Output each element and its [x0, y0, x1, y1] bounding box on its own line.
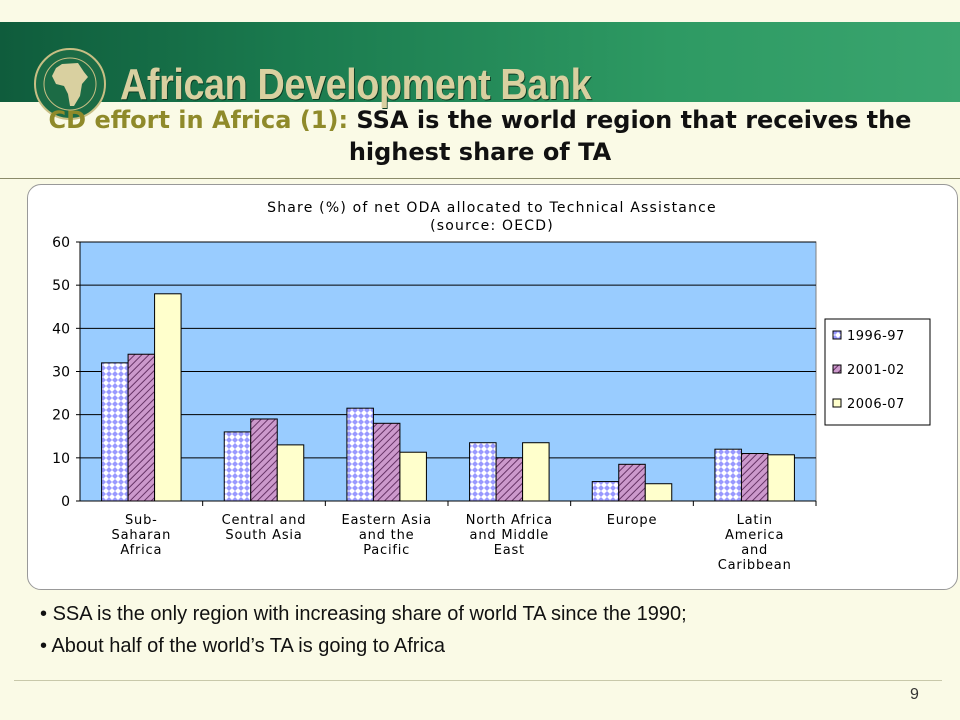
- x-tick-label: Africa: [120, 543, 162, 558]
- x-tick-label: South Asia: [225, 528, 302, 543]
- x-tick-label: Central and: [222, 513, 307, 528]
- title-prefix: CD effort in Africa (1):: [48, 106, 357, 134]
- y-tick-label: 10: [52, 451, 70, 467]
- slide-title: CD effort in Africa (1): SSA is the worl…: [30, 104, 930, 168]
- bar: [223, 431, 252, 502]
- bullet-item: • About half of the world’s TA is going …: [40, 635, 446, 657]
- chart-title: Share (%) of net ODA allocated to Techni…: [267, 200, 717, 216]
- bar: [346, 407, 374, 502]
- bar: [714, 448, 742, 502]
- afdb-logo-icon: [34, 48, 106, 120]
- x-tick-label: America: [725, 528, 784, 543]
- x-tick-label: North Africa: [466, 513, 553, 528]
- y-tick-label: 30: [52, 365, 70, 381]
- bullet-item: • SSA is the only region with increasing…: [40, 603, 687, 625]
- y-tick-label: 60: [52, 235, 70, 251]
- y-tick-label: 50: [52, 278, 70, 294]
- chart-subtitle: (source: OECD): [430, 218, 554, 234]
- bar: [127, 353, 156, 502]
- bar: [250, 418, 278, 502]
- x-tick-label: Europe: [607, 513, 658, 528]
- x-tick-label: and Middle: [470, 528, 550, 543]
- bullet-list: • SSA is the only region with increasing…: [40, 598, 687, 662]
- bar: [154, 293, 182, 502]
- legend-label: 1996-97: [847, 329, 905, 344]
- bar: [469, 442, 497, 502]
- bar: [618, 463, 646, 502]
- title-divider: [0, 178, 960, 179]
- bar: [522, 442, 550, 502]
- x-tick-label: Latin: [737, 513, 773, 528]
- y-tick-label: 20: [52, 408, 70, 424]
- bar: [495, 457, 524, 502]
- x-tick-label: Sub-: [125, 513, 158, 528]
- x-tick-label: and: [741, 543, 768, 558]
- bar-chart: Share (%) of net ODA allocated to Techni…: [52, 200, 931, 573]
- chart-container: Share (%) of net ODA allocated to Techni…: [27, 184, 958, 590]
- bar: [767, 454, 795, 502]
- header-banner: African Development Bank: [0, 22, 960, 120]
- bar: [591, 481, 620, 502]
- x-tick-label: Eastern Asia: [341, 513, 431, 528]
- x-tick-label: Pacific: [363, 543, 410, 558]
- y-tick-label: 0: [61, 494, 70, 510]
- bar: [399, 451, 427, 502]
- x-tick-label: East: [494, 543, 525, 558]
- bank-name: African Development Bank: [120, 60, 592, 109]
- legend-label: 2001-02: [847, 363, 905, 378]
- footer-divider: [14, 680, 942, 681]
- title-main: SSA is the world region that receives th…: [348, 106, 912, 166]
- legend-swatch: [832, 398, 842, 408]
- x-tick-label: and the: [359, 528, 415, 543]
- legend-swatch: [832, 330, 842, 340]
- x-tick-label: Caribbean: [718, 558, 792, 573]
- bar: [644, 483, 673, 502]
- page-number: 9: [910, 686, 919, 703]
- bar: [372, 422, 401, 502]
- bar: [101, 362, 129, 502]
- x-tick-label: Saharan: [112, 528, 172, 543]
- y-tick-label: 40: [52, 321, 70, 337]
- legend-label: 2006-07: [847, 397, 905, 412]
- legend-swatch: [832, 364, 842, 374]
- bar: [276, 444, 305, 502]
- legend: [824, 318, 931, 426]
- bar: [740, 453, 769, 502]
